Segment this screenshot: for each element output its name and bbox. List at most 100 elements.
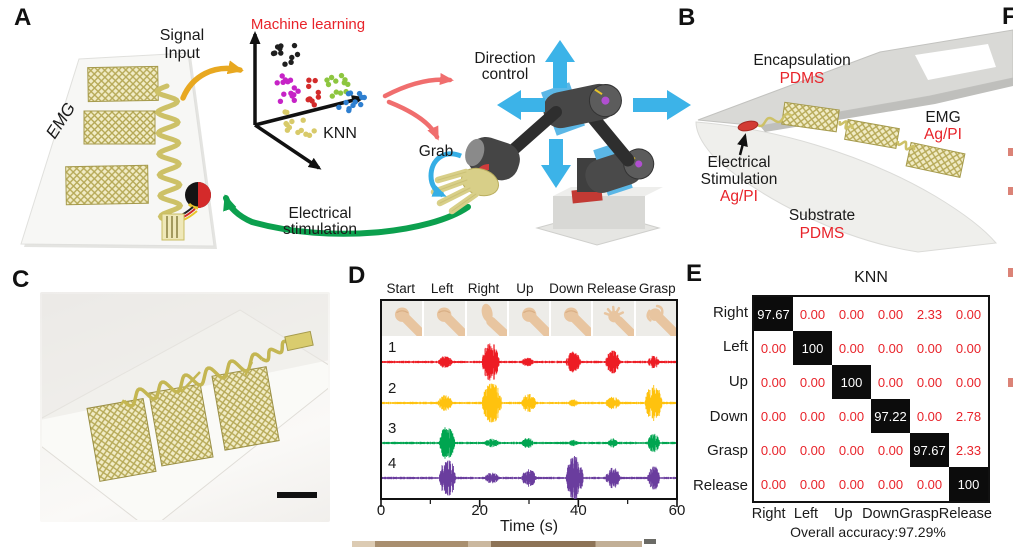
x-axis-ticks <box>380 500 678 507</box>
matrix-row-label-down: Down <box>709 407 748 425</box>
robot-red-mount <box>571 187 603 204</box>
stimulation-electrode-ring <box>187 202 199 210</box>
scatter-point-blue <box>345 91 352 97</box>
scatter-point-khaki <box>283 120 289 127</box>
direction-arrow-right <box>633 90 691 120</box>
scatter-point-red <box>312 77 318 84</box>
matrix-cell-up-right: 0.00 <box>754 365 793 399</box>
signal-input-arrow <box>180 60 244 101</box>
direction-control-label-line2: control <box>481 66 529 83</box>
direction-arrow-left <box>497 90 545 120</box>
scatter-point-red <box>306 77 312 83</box>
x-tick-label: 20 <box>471 502 488 519</box>
robot-column <box>577 158 603 192</box>
wire-yellow <box>182 210 198 221</box>
scatter-point-black <box>294 51 301 58</box>
scatter-point-red <box>306 96 312 102</box>
panel-label-b: B <box>678 4 696 31</box>
panel-label-e: E <box>686 260 703 287</box>
robot-blue-bracket-upper <box>541 82 585 136</box>
scatter-point-magenta <box>287 77 294 83</box>
scatter-points <box>270 42 367 138</box>
scatter-axis-right <box>254 95 365 127</box>
confusion-matrix-title: KNN <box>854 269 888 286</box>
stimulation-electrode <box>185 182 211 208</box>
matrix-cell-grasp-release: 2.33 <box>949 433 988 467</box>
matrix-col-label-grasp: Grasp <box>899 506 939 522</box>
device-sheet <box>20 52 215 247</box>
matrix-cell-down-right: 0.00 <box>754 399 793 433</box>
matrix-row-label-up: Up <box>728 373 748 391</box>
emg-layer-label: EMG <box>925 109 961 126</box>
channel-label-1: 1 <box>388 339 397 356</box>
scatter-point-red <box>311 102 317 108</box>
gesture-photo-strip <box>382 301 676 336</box>
robot-link-front <box>498 106 562 164</box>
scatter-point-khaki <box>286 124 293 131</box>
panel-f-cut-fragments <box>1008 148 1013 387</box>
scatter-point-black <box>291 42 298 49</box>
ml-scatter-plot <box>249 31 367 170</box>
encapsulation-material-label: PDMS <box>779 70 825 87</box>
matrix-cell-up-up: 100 <box>832 365 871 399</box>
gesture-label-down: Down <box>549 281 584 296</box>
scatter-point-black <box>272 50 278 56</box>
matrix-cell-grasp-left: 0.00 <box>793 433 832 467</box>
robot-wrist-red-ring <box>475 164 490 177</box>
next-figure-partial-strip <box>352 541 642 547</box>
classification-to-direction-arrow <box>382 73 454 99</box>
classification-to-grab-arrow <box>386 99 440 141</box>
robot-base-box-top <box>553 187 663 196</box>
x-tick-label: 0 <box>376 502 386 519</box>
matrix-cell-left-left: 100 <box>793 331 832 365</box>
matrix-cell-release-left: 0.00 <box>793 467 832 501</box>
direction-arrow-up <box>545 40 575 88</box>
electrical-stim-material-label: Ag/PI <box>720 188 758 205</box>
matrix-cell-right-release: 0.00 <box>949 297 988 331</box>
matrix-cell-up-grasp: 0.00 <box>910 365 949 399</box>
matrix-cell-right-left: 0.00 <box>793 297 832 331</box>
scatter-point-khaki <box>303 131 309 137</box>
scatter-point-khaki <box>289 118 295 125</box>
x-axis-title: Time (s) <box>499 518 559 535</box>
matrix-cell-down-grasp: 0.00 <box>910 399 949 433</box>
scatter-point-black <box>278 50 284 56</box>
scatter-point-magenta <box>291 97 297 104</box>
scatter-point-black <box>274 44 281 50</box>
scatter-point-lime <box>328 74 335 81</box>
robot-base-plate <box>535 210 661 246</box>
encapsulation-label: Encapsulation <box>753 52 851 69</box>
device-sheet-shadow <box>24 56 217 249</box>
robot-link-rear <box>578 101 635 167</box>
substrate-material-label: PDMS <box>799 225 845 242</box>
gesture-hand-photo-left <box>424 301 465 336</box>
matrix-row-label-left: Left <box>722 338 748 356</box>
scatter-point-red <box>315 89 321 96</box>
scatter-point-black <box>270 50 277 57</box>
robot-lower-joint <box>585 148 655 193</box>
scatter-point-magenta <box>291 92 297 98</box>
knn-label: KNN <box>323 125 357 142</box>
gesture-label-left: Left <box>430 281 454 296</box>
scatter-point-lime <box>337 90 344 96</box>
electrical-stimulation-label-line2: stimulation <box>282 221 358 238</box>
gesture-label-release: Release <box>587 281 637 296</box>
matrix-cell-up-release: 0.00 <box>949 365 988 399</box>
scatter-point-khaki <box>298 127 304 134</box>
electrical-stim-layer-label-line1: Electrical <box>707 154 771 171</box>
matrix-row-label-grasp: Grasp <box>707 442 748 460</box>
panel-label-f-partial: F <box>1002 3 1013 30</box>
matrix-cell-right-down: 0.00 <box>871 297 910 331</box>
channel-label-4: 4 <box>388 455 397 472</box>
connector-pins <box>166 216 178 238</box>
serpentine-b <box>838 120 854 130</box>
confusion-matrix-col-labels: Right Left Up Down Grasp Release <box>750 506 992 522</box>
scatter-point-red <box>305 97 311 103</box>
scatter-point-blue <box>352 99 358 105</box>
scatter-point-blue <box>361 94 367 101</box>
emg-patch-b <box>781 101 840 133</box>
scatter-point-lime <box>324 77 330 83</box>
gesture-hand-photo-up <box>508 301 550 336</box>
scatter-point-lime <box>333 89 339 95</box>
confusion-matrix-grid: 97.67 0.00 0.00 0.00 2.33 0.00 0.00 100 0.00 0.00… <box>752 295 990 503</box>
